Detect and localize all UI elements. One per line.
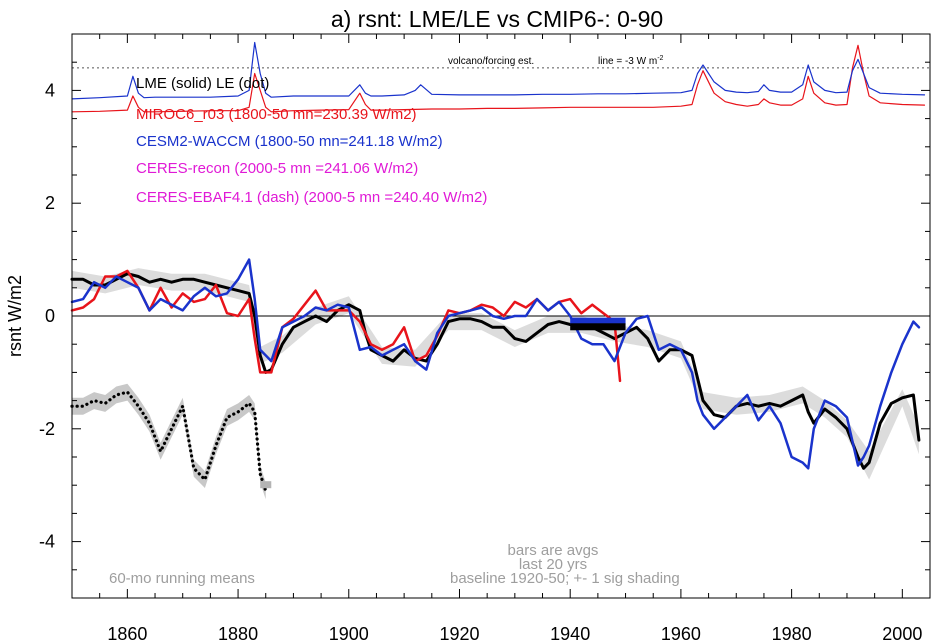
legend: LME (solid) LE (dot) MIROC6_r03 (1800-50… [136,75,487,206]
y-tick-label: 4 [45,80,55,100]
legend-entry-ceres-recon: CERES-recon (2000-5 mn =241.06 W/m2) [136,160,418,177]
x-tick-label: 1960 [661,624,701,641]
bars-note-line1: bars are avgs [508,542,599,559]
legend-entry-ceres-ebaf: CERES-EBAF4.1 (dash) (2000-5 mn =240.40 … [136,189,487,206]
x-tick-label: 1900 [329,624,369,641]
running-means-note: 60-mo running means [109,570,255,587]
bars-note-line2: last 20 yrs [519,556,587,573]
y-axis-label: rsnt W/m2 [5,275,25,357]
x-tick-label: 2000 [882,624,922,641]
x-tick-label: 1880 [218,624,258,641]
series-line-miroc6-volcano-forcing-est [71,44,926,113]
series-line-cesm2-waccm [70,258,921,470]
y-tick-label: -2 [39,419,55,439]
series-line-lme-solid [70,272,921,470]
legend-entry-miroc6: MIROC6_r03 (1800-50 mn=230.39 W/m2) [136,106,417,123]
avg-bar-cesm2-waccm [570,317,626,325]
line-label-superscript: -2 [657,55,663,62]
x-tick-label: 1920 [439,624,479,641]
x-tick-label: 1940 [550,624,590,641]
y-tick-label: 2 [45,193,55,213]
y-tick-label: 0 [45,306,55,326]
series-line-miroc6-r03 [70,269,622,383]
plot-area [70,41,930,500]
chart-title: a) rsnt: LME/LE vs CMIP6-: 0-90 [331,6,663,32]
line-label: line = -3 W m-2 [598,55,664,67]
y-tick-label: -4 [39,532,55,552]
volcano-label: volcano/forcing est. [448,56,534,67]
x-tick-label: 1980 [772,624,812,641]
avg-bar-lme-solid [570,323,626,331]
legend-entry-cesm2-waccm: CESM2-WACCM (1800-50 mn=241.18 W/m2) [136,133,443,150]
series-line-cesm2-waccm-volcano-forcing-est [71,41,926,100]
series-line-le-dot [70,390,268,493]
baseline-note: baseline 1920-50; +- 1 sig shading [450,570,680,587]
avg-bar-le-dot [260,481,272,489]
legend-entry-lme-le: LME (solid) LE (dot) [136,75,269,92]
line-label-text: line = -3 W m [598,56,657,67]
shading-le-dot [72,383,266,500]
x-tick-label: 1860 [107,624,147,641]
axes: 1860 1880 1900 1920 1940 1960 1980 2000 -4 -2 0 2 4 [39,33,931,641]
